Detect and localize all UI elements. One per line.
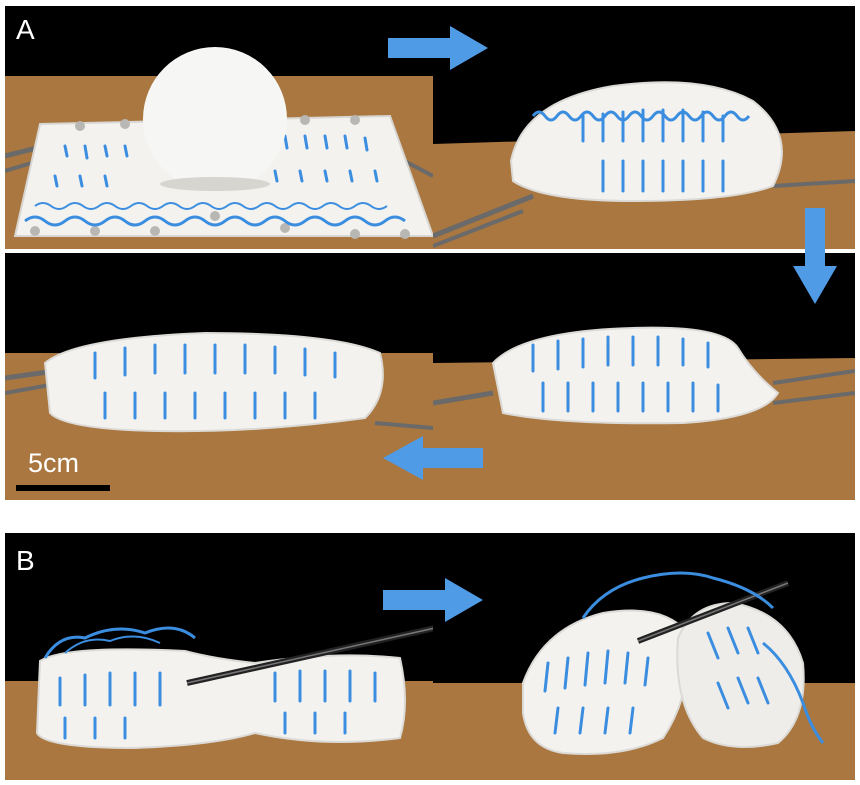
photo-a-closed-tube — [5, 253, 433, 500]
arrow-left-icon — [383, 436, 483, 480]
photo-a-compressed-tube — [433, 253, 855, 500]
scale-bar-label: 5cm — [28, 448, 80, 478]
arrow-right-icon — [383, 578, 483, 622]
scale-bar — [16, 485, 110, 491]
photo-a-curled-sheet — [433, 6, 855, 249]
photo-a-flat-sheet-with-ball — [5, 6, 433, 249]
panel-label-a: A — [16, 14, 35, 45]
photo-b-folded-tubes — [433, 533, 855, 780]
panel-label-b: B — [16, 545, 35, 576]
photo-b-tubes-with-needle — [5, 533, 433, 780]
arrow-right-icon — [388, 26, 488, 70]
arrow-down-icon — [793, 208, 837, 304]
